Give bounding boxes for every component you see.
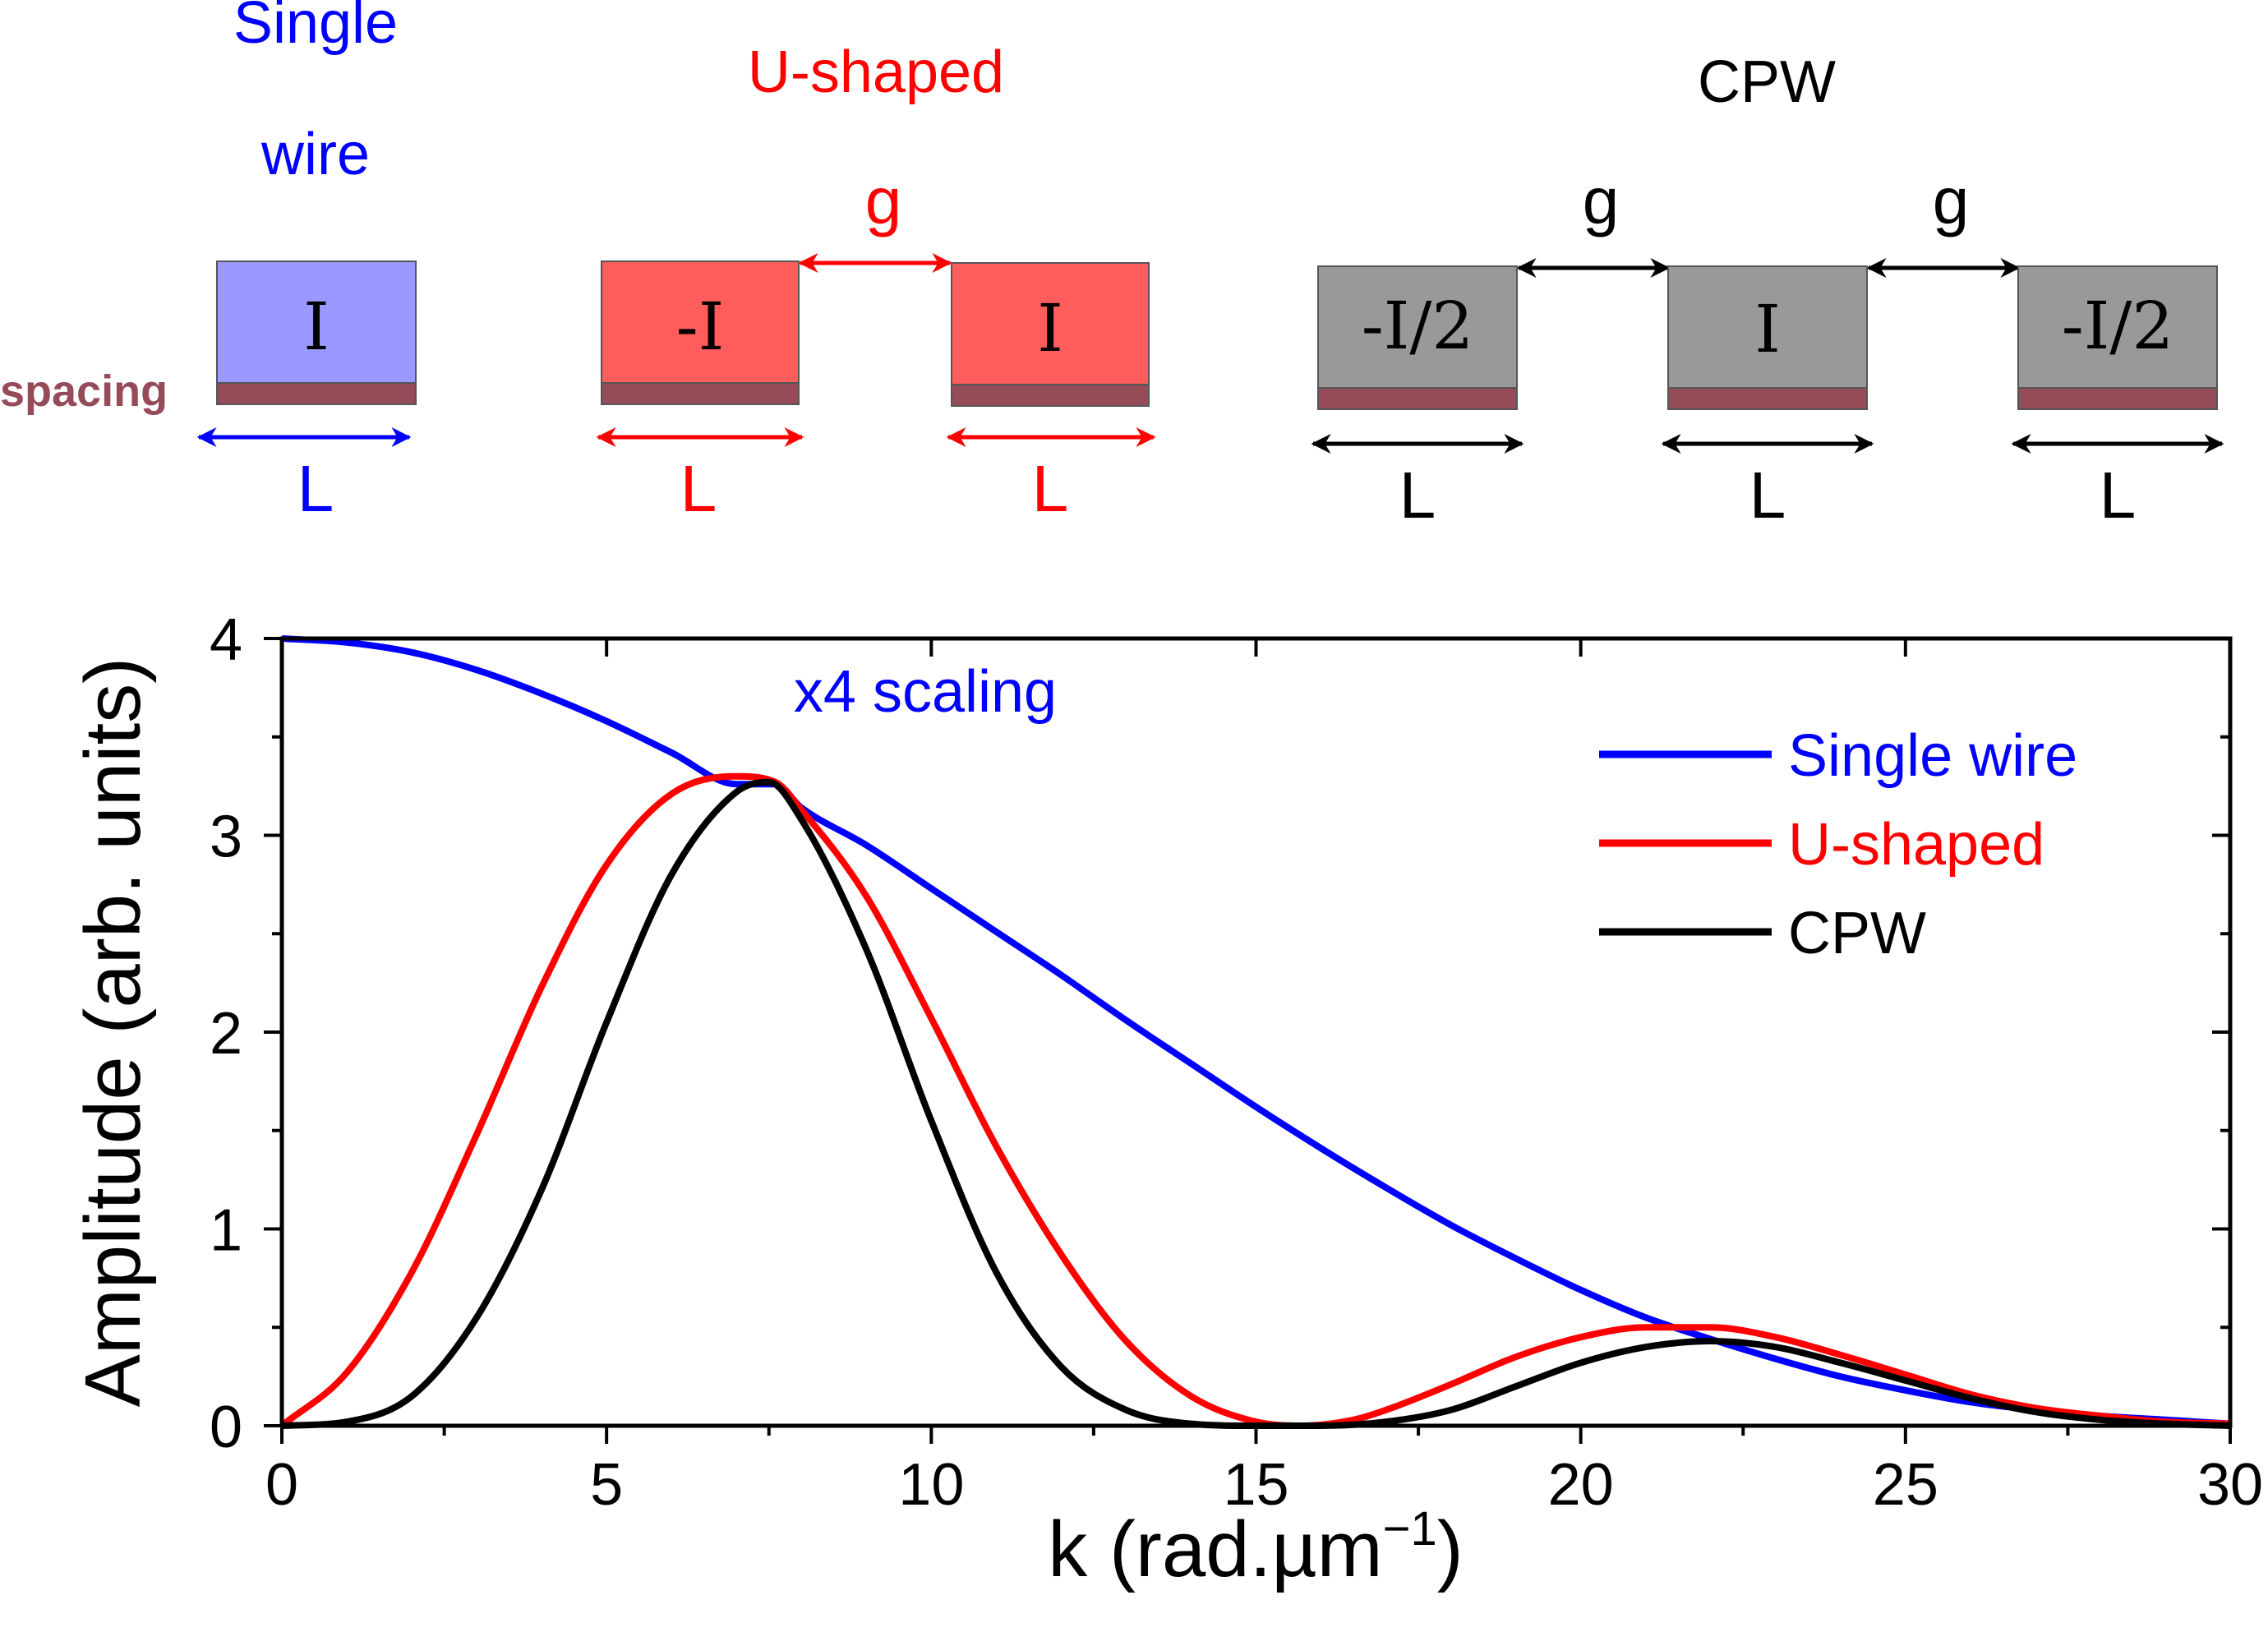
u-shaped-left-conductor xyxy=(601,260,800,384)
x-tick-label: 20 xyxy=(1548,1452,1614,1518)
cpw-diagram: CPW g g -I/2 I -I/2 L L L xyxy=(1311,49,2224,532)
x-tick-label: 0 xyxy=(265,1452,298,1518)
single-wire-conductor xyxy=(216,260,417,384)
u-shaped-left-spacing xyxy=(601,382,800,405)
cpw-left-conductor xyxy=(1317,265,1518,389)
y-tick-label: 4 xyxy=(210,607,242,673)
cpw-right-length-label: L xyxy=(2100,459,2137,532)
plot-frame xyxy=(279,636,2233,1428)
series-layer xyxy=(279,635,2231,1430)
cpw-center-current-label: I xyxy=(1754,291,1781,367)
u-shaped-right-current-label: I xyxy=(1037,290,1063,367)
cpw-left-spacing xyxy=(1317,387,1518,410)
single-wire-spacing-layer xyxy=(216,382,417,405)
series-cpw xyxy=(281,778,2231,1430)
x-axis-label: k (rad.µm−1) xyxy=(1048,1502,1463,1593)
cpw-center-conductor xyxy=(1667,265,1868,389)
x-axis-label-end: ) xyxy=(1437,1505,1464,1593)
u-shaped-diagram: U-shaped g -I I L L xyxy=(596,39,1156,525)
u-shaped-gap-label: g xyxy=(865,164,902,237)
legend-label-cpw: CPW xyxy=(1788,901,1926,966)
cpw-gap-left-label: g xyxy=(1583,164,1620,237)
x-tick-label: 25 xyxy=(1873,1452,1938,1518)
x-axis-label-main: k (rad.µm xyxy=(1048,1505,1382,1593)
cpw-gap-right-label: g xyxy=(1933,164,1970,237)
u-shaped-right-spacing xyxy=(951,384,1150,407)
u-shaped-title: U-shaped xyxy=(748,39,1004,105)
y-tick-label: 3 xyxy=(210,804,242,870)
u-shaped-left-current-label: -I xyxy=(676,288,725,365)
single-wire-title-line2: wire xyxy=(260,122,370,187)
cpw-title: CPW xyxy=(1698,49,1836,115)
cpw-left-length-label: L xyxy=(1399,459,1436,532)
cpw-center-length-label: L xyxy=(1749,459,1786,532)
u-shaped-left-length-label: L xyxy=(680,452,717,525)
cpw-right-conductor xyxy=(2017,265,2218,389)
cpw-right-spacing xyxy=(2017,387,2218,410)
scaling-annotation: x4 scaling xyxy=(794,659,1057,725)
tick-labels: 0 5 10 15 20 25 30 0 1 2 3 4 xyxy=(210,607,2263,1518)
single-wire-length-label: L xyxy=(297,452,334,525)
legend: Single wire U-shaped CPW xyxy=(1599,723,2077,966)
u-shaped-right-length-label: L xyxy=(1032,452,1069,525)
x-tick-label: 10 xyxy=(898,1452,964,1518)
cpw-right-current-label: -I/2 xyxy=(2062,288,2174,364)
y-tick-label: 1 xyxy=(210,1198,242,1264)
cpw-center-spacing xyxy=(1667,387,1868,410)
spacing-label: spacing xyxy=(0,367,168,416)
legend-label-single-wire: Single wire xyxy=(1788,723,2077,789)
y-tick-label: 0 xyxy=(210,1395,242,1460)
x-tick-label: 30 xyxy=(2197,1452,2263,1518)
y-axis-label: Amplitude (arb. units) xyxy=(69,657,157,1407)
legend-label-u-shaped: U-shaped xyxy=(1788,812,2044,878)
u-shaped-right-conductor xyxy=(951,262,1150,385)
series-single-wire xyxy=(281,635,2231,1427)
x-tick-label: 15 xyxy=(1223,1452,1288,1518)
y-tick-label: 2 xyxy=(210,1001,242,1067)
single-wire-diagram: Single wire I spacing L xyxy=(0,0,417,525)
single-wire-title-line1: Single xyxy=(233,0,398,56)
chart: 0 5 10 15 20 25 30 0 1 2 3 4 k (rad.µm−1) Amplitude… xyxy=(69,607,2263,1593)
series-u-shaped xyxy=(279,772,2231,1429)
x-tick-label: 5 xyxy=(590,1452,623,1518)
single-wire-current-label: I xyxy=(303,288,330,365)
cpw-left-current-label: -I/2 xyxy=(1362,288,1473,364)
x-axis-label-superscript: −1 xyxy=(1383,1502,1437,1556)
